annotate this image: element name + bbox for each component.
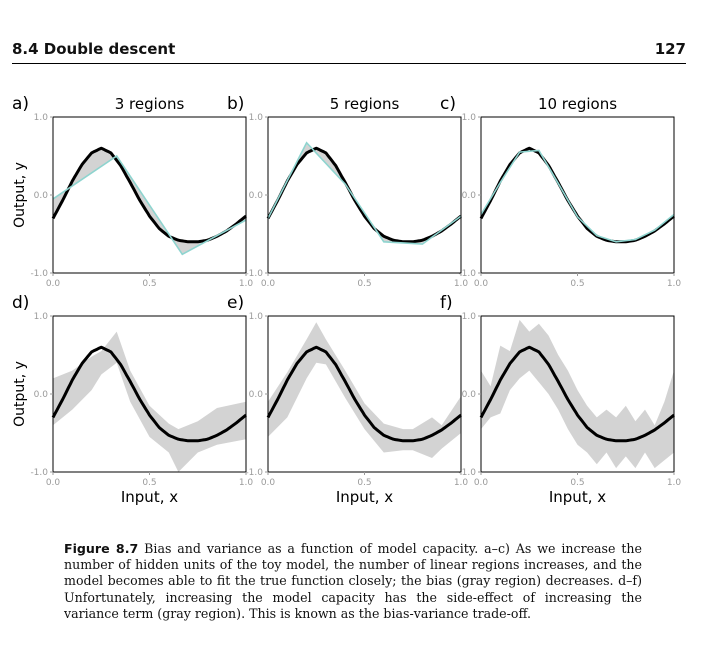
x-tick-label: 1.0 [667, 279, 682, 289]
y-tick-label: 1.0 [249, 312, 264, 322]
y-axis-label: Output, y [12, 162, 28, 228]
x-tick-label: 1.0 [239, 279, 254, 289]
y-tick-label: 1.0 [462, 113, 477, 123]
caption-text: Bias and variance as a function of model… [64, 541, 642, 621]
y-tick-label: -1.0 [458, 269, 476, 279]
variance-region [481, 319, 674, 469]
y-tick-label: -1.0 [458, 468, 476, 478]
true-function-line [479, 146, 675, 244]
true-function-line [266, 146, 462, 244]
panel-title-c: 10 regions [538, 95, 617, 113]
x-tick-label: 0.0 [46, 279, 61, 289]
true-function-line [479, 345, 675, 443]
y-tick-label: 1.0 [249, 113, 264, 123]
x-tick-label: 1.0 [454, 478, 469, 488]
panel-b: 1.00.0-1.00.0 0.5 1.0b) 5 regions [227, 94, 468, 289]
y-tick-label: 1.0 [34, 312, 49, 322]
panel-label-a: a) [12, 94, 29, 114]
panel-f: 1.00.0-1.00.0 0.5 1.0f)Input, x [440, 293, 681, 506]
x-tick-label: 0.0 [261, 279, 276, 289]
panel-label-f: f) [440, 293, 453, 313]
true-function-line [51, 146, 247, 244]
panel-c: 1.00.0-1.00.0 0.5 1.0c) 10 regions [440, 94, 681, 289]
panel-label-c: c) [440, 94, 456, 114]
figure-caption: Figure 8.7 Bias and variance as a functi… [64, 541, 642, 622]
panel-title-b: 5 regions [330, 95, 400, 113]
plot-frame [267, 116, 462, 274]
model-fit-line [267, 141, 462, 245]
variance-region [53, 331, 246, 472]
x-tick-label: 0.5 [142, 478, 156, 488]
x-tick-label: 0.5 [570, 478, 584, 488]
y-tick-label: 0.0 [34, 191, 49, 201]
y-tick-label: -1.0 [30, 269, 48, 279]
plot-frame [52, 116, 247, 274]
true-function-line [266, 345, 462, 443]
y-tick-label: 0.0 [249, 390, 264, 400]
plot-frame [480, 116, 675, 274]
y-tick-label: 0.0 [249, 191, 264, 201]
x-tick-label: 1.0 [667, 478, 682, 488]
panel-label-e: e) [227, 293, 244, 313]
x-tick-label: 0.5 [570, 279, 584, 289]
x-tick-label: 0.0 [474, 279, 489, 289]
bias-region [268, 142, 461, 245]
x-axis-label: Input, x [336, 488, 393, 506]
x-tick-label: 0.0 [474, 478, 489, 488]
page-number: 127 [654, 40, 686, 58]
section-title: 8.4 Double descent [12, 40, 176, 58]
y-tick-label: 0.0 [462, 390, 477, 400]
x-tick-label: 0.5 [357, 478, 371, 488]
caption-label: Figure 8.7 [64, 541, 139, 556]
variance-region [268, 322, 461, 458]
panel-label-d: d) [12, 293, 29, 313]
x-axis-label: Input, x [549, 488, 606, 506]
y-tick-label: -1.0 [30, 468, 48, 478]
x-tick-label: 0.0 [261, 478, 276, 488]
y-tick-label: 0.0 [34, 390, 49, 400]
x-tick-label: 1.0 [454, 279, 469, 289]
y-tick-label: 1.0 [462, 312, 477, 322]
x-tick-label: 0.5 [142, 279, 156, 289]
panel-title-a: 3 regions [115, 95, 185, 113]
y-tick-label: -1.0 [245, 468, 263, 478]
y-axis-label: Output, y [12, 361, 28, 427]
header-rule [12, 63, 686, 64]
x-tick-label: 1.0 [239, 478, 254, 488]
model-fit-line [52, 154, 247, 256]
y-tick-label: 0.0 [462, 191, 477, 201]
true-function-line [51, 345, 247, 443]
panel-e: 1.00.0-1.00.0 0.5 1.0e)Input, x [227, 293, 468, 506]
x-tick-label: 0.5 [357, 279, 371, 289]
y-tick-label: 1.0 [34, 113, 49, 123]
model-fit-line [480, 149, 675, 243]
x-axis-label: Input, x [121, 488, 178, 506]
y-tick-label: -1.0 [245, 269, 263, 279]
x-tick-label: 0.0 [46, 478, 61, 488]
panel-label-b: b) [227, 94, 244, 114]
